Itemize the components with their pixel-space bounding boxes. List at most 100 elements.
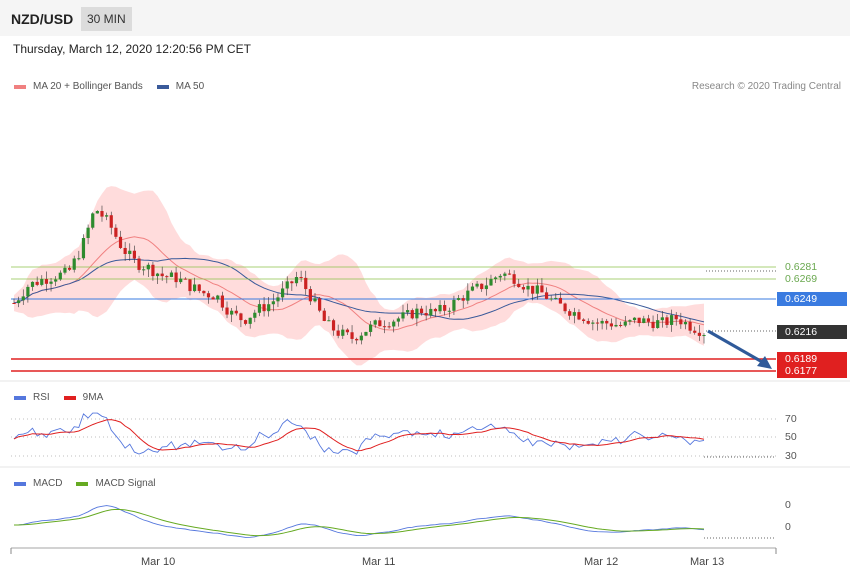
candle-up <box>327 320 331 322</box>
candle-up <box>535 285 539 294</box>
candle-down <box>132 250 137 259</box>
candle-down <box>331 320 336 331</box>
timeframe-badge[interactable]: 30 MIN <box>81 7 132 31</box>
candle-up <box>248 317 252 324</box>
candle-up <box>257 304 262 313</box>
candle-down <box>118 236 123 248</box>
candle-down <box>697 332 701 336</box>
candle-up <box>526 285 530 290</box>
candle-down <box>387 326 391 328</box>
macd-tick-1: 0 <box>785 499 791 511</box>
candle-up <box>105 215 109 217</box>
ma20-line <box>13 236 705 331</box>
macd-legend: MACD MACD Signal <box>14 478 169 489</box>
candle-down <box>290 281 294 284</box>
rsi-tick-30: 30 <box>785 450 797 462</box>
candle-down <box>308 289 312 302</box>
candle-down <box>137 258 141 270</box>
candle-down <box>160 273 164 277</box>
candle-up <box>271 301 275 305</box>
candle-down <box>433 308 438 312</box>
candle-up <box>549 298 553 300</box>
ma50-legend-label: MA 50 <box>175 81 205 92</box>
candle-up <box>77 258 81 260</box>
candle-down <box>206 293 211 298</box>
candle-up <box>253 312 257 318</box>
candle-down <box>595 322 600 324</box>
candle-up <box>554 297 558 299</box>
candle-up <box>452 299 456 311</box>
candle-down <box>419 308 424 314</box>
candle-down <box>674 315 678 320</box>
candle-down <box>531 285 535 294</box>
candle-up <box>72 258 76 270</box>
x-tick-label: Mar 10 <box>141 556 176 568</box>
candle-down <box>123 247 127 254</box>
rsi-line <box>13 412 705 455</box>
ma20-swatch <box>14 84 26 89</box>
candle-up <box>494 277 498 280</box>
candle-down <box>480 283 484 290</box>
rsi-ma-legend-label: 9MA <box>82 392 104 403</box>
ma50-swatch <box>156 84 169 89</box>
candle-up <box>81 238 86 259</box>
candle-down <box>679 319 683 325</box>
candle-down <box>336 330 340 336</box>
candle-down <box>114 227 118 237</box>
candle-down <box>512 274 516 284</box>
x-tick-label: Mar 11 <box>362 556 396 568</box>
macd-line <box>13 505 705 538</box>
candle-up <box>466 290 470 301</box>
candle-down <box>563 303 567 312</box>
support-1-tag: 0.6189 <box>777 352 847 366</box>
candle-up <box>591 322 595 324</box>
candle-up <box>475 283 479 287</box>
candle-down <box>521 287 525 290</box>
top-bar: NZD/USD 30 MIN <box>0 0 850 36</box>
instrument-title: NZD/USD <box>11 11 74 27</box>
candle-up <box>17 300 21 304</box>
candle-down <box>461 298 465 301</box>
candle-down <box>586 320 590 324</box>
candle-up <box>623 321 627 326</box>
candle-down <box>211 297 215 300</box>
candle-up <box>63 267 67 273</box>
candle-down <box>544 292 549 299</box>
candle-down <box>688 321 692 331</box>
candle-up <box>26 286 30 297</box>
candle-up <box>40 279 44 285</box>
candle-up <box>669 315 674 325</box>
candle-up <box>21 296 25 301</box>
candle-up <box>341 329 345 336</box>
candle-down <box>225 307 229 315</box>
candle-up <box>429 308 433 316</box>
candle-down <box>605 320 609 324</box>
candle-down <box>183 278 187 280</box>
candle-up <box>276 297 280 302</box>
candle-down <box>165 276 169 278</box>
rsi-swatch <box>14 395 26 400</box>
candle-up <box>91 213 95 228</box>
candle-down <box>350 332 354 339</box>
candle-down <box>234 310 238 314</box>
candle-down <box>202 290 206 294</box>
candle-up <box>683 321 688 325</box>
candle-down <box>44 279 49 284</box>
candle-up <box>484 285 488 290</box>
candle-down <box>151 264 155 277</box>
bollinger-band <box>14 186 704 366</box>
candle-up <box>364 331 368 336</box>
candle-down <box>262 304 266 312</box>
candle-down <box>188 279 192 292</box>
candle-down <box>443 305 447 311</box>
candle-up <box>155 273 160 277</box>
candle-up <box>285 281 289 289</box>
candle-up <box>660 317 664 321</box>
candles-group <box>12 205 706 345</box>
rsi-tick-50: 50 <box>785 431 797 443</box>
candle-down <box>651 321 655 329</box>
macd-tick-2: 0 <box>785 521 791 533</box>
candle-up <box>95 211 99 214</box>
candle-up <box>267 304 271 312</box>
